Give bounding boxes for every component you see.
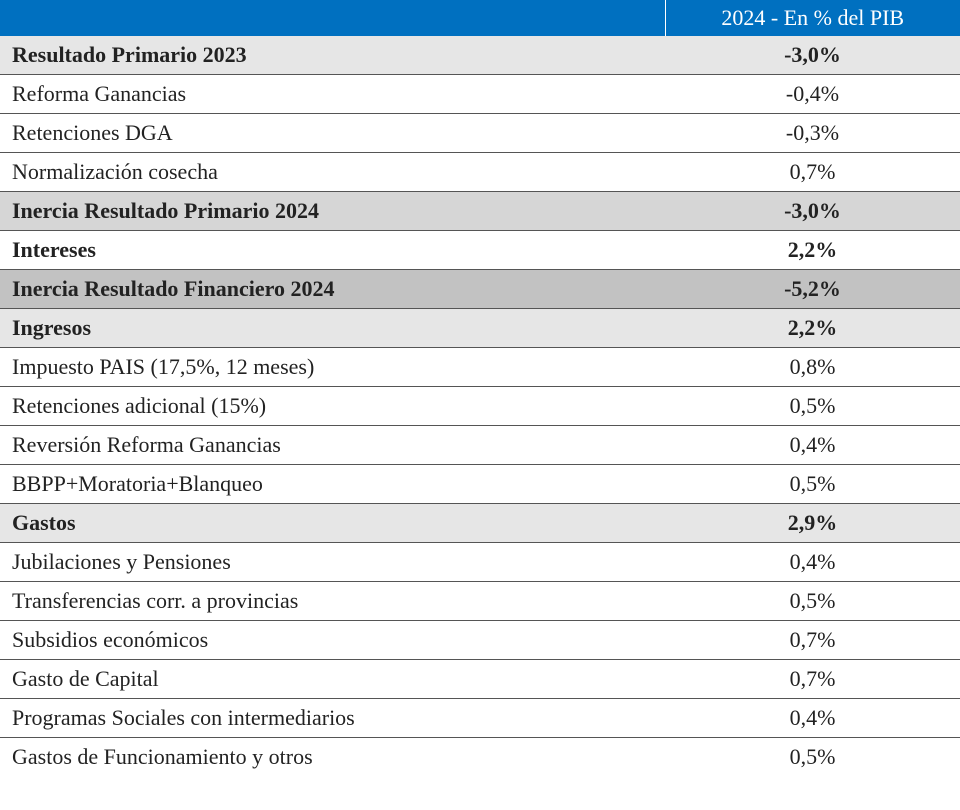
row-label: Reversión Reforma Ganancias (0, 426, 665, 465)
row-label: Intereses (0, 231, 665, 270)
row-value: 0,5% (665, 582, 960, 621)
row-value: 2,2% (665, 231, 960, 270)
row-value: -3,0% (665, 36, 960, 75)
table-row: Programas Sociales con intermediarios0,4… (0, 699, 960, 738)
row-label: Transferencias corr. a provincias (0, 582, 665, 621)
table-row: Transferencias corr. a provincias0,5% (0, 582, 960, 621)
table-header: 2024 - En % del PIB (0, 0, 960, 36)
table-row: Subsidios económicos0,7% (0, 621, 960, 660)
table-row: Gastos de Funcionamiento y otros0,5% (0, 738, 960, 777)
row-label: Jubilaciones y Pensiones (0, 543, 665, 582)
row-label: Resultado Primario 2023 (0, 36, 665, 75)
row-value: 0,4% (665, 426, 960, 465)
table-row: Retenciones adicional (15%)0,5% (0, 387, 960, 426)
row-value: 0,5% (665, 387, 960, 426)
row-value: 0,4% (665, 699, 960, 738)
row-value: 2,9% (665, 504, 960, 543)
table-row: Gastos2,9% (0, 504, 960, 543)
row-value: 0,4% (665, 543, 960, 582)
table-row: Normalización cosecha0,7% (0, 153, 960, 192)
table-row: Impuesto PAIS (17,5%, 12 meses)0,8% (0, 348, 960, 387)
table-row: Jubilaciones y Pensiones0,4% (0, 543, 960, 582)
row-value: -0,3% (665, 114, 960, 153)
row-value: 0,7% (665, 153, 960, 192)
header-row: 2024 - En % del PIB (0, 0, 960, 36)
row-label: Normalización cosecha (0, 153, 665, 192)
row-value: -3,0% (665, 192, 960, 231)
table-row: Intereses2,2% (0, 231, 960, 270)
table-row: Gasto de Capital0,7% (0, 660, 960, 699)
row-label: Retenciones adicional (15%) (0, 387, 665, 426)
fiscal-table: 2024 - En % del PIB Resultado Primario 2… (0, 0, 960, 776)
row-label: Reforma Ganancias (0, 75, 665, 114)
row-label: Retenciones DGA (0, 114, 665, 153)
row-value: 0,5% (665, 465, 960, 504)
header-value-cell: 2024 - En % del PIB (665, 0, 960, 36)
row-value: 0,8% (665, 348, 960, 387)
table-row: BBPP+Moratoria+Blanqueo0,5% (0, 465, 960, 504)
row-value: 0,7% (665, 660, 960, 699)
row-label: BBPP+Moratoria+Blanqueo (0, 465, 665, 504)
table-row: Reversión Reforma Ganancias0,4% (0, 426, 960, 465)
header-label-cell (0, 0, 665, 36)
row-label: Programas Sociales con intermediarios (0, 699, 665, 738)
row-label: Subsidios económicos (0, 621, 665, 660)
row-label: Gastos de Funcionamiento y otros (0, 738, 665, 777)
row-label: Inercia Resultado Primario 2024 (0, 192, 665, 231)
table-body: Resultado Primario 2023-3,0%Reforma Gana… (0, 36, 960, 776)
fiscal-table-container: 2024 - En % del PIB Resultado Primario 2… (0, 0, 960, 776)
row-label: Gasto de Capital (0, 660, 665, 699)
table-row: Inercia Resultado Financiero 2024-5,2% (0, 270, 960, 309)
table-row: Retenciones DGA-0,3% (0, 114, 960, 153)
row-value: 2,2% (665, 309, 960, 348)
table-row: Resultado Primario 2023-3,0% (0, 36, 960, 75)
row-label: Impuesto PAIS (17,5%, 12 meses) (0, 348, 665, 387)
row-value: 0,7% (665, 621, 960, 660)
table-row: Reforma Ganancias-0,4% (0, 75, 960, 114)
row-value: -0,4% (665, 75, 960, 114)
row-value: 0,5% (665, 738, 960, 777)
row-label: Ingresos (0, 309, 665, 348)
row-value: -5,2% (665, 270, 960, 309)
row-label: Gastos (0, 504, 665, 543)
table-row: Ingresos2,2% (0, 309, 960, 348)
table-row: Inercia Resultado Primario 2024-3,0% (0, 192, 960, 231)
row-label: Inercia Resultado Financiero 2024 (0, 270, 665, 309)
